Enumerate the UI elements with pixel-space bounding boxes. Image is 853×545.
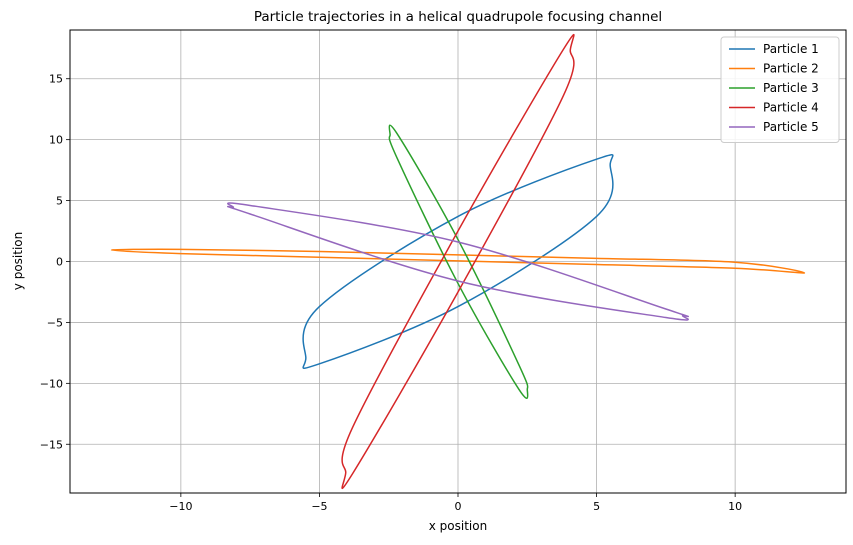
legend-label: Particle 1 xyxy=(763,42,819,56)
x-tick-label: −5 xyxy=(311,500,327,513)
x-tick-label: 10 xyxy=(728,500,742,513)
legend-label: Particle 3 xyxy=(763,81,819,95)
y-tick-label: −10 xyxy=(40,377,63,390)
series-line-particle-2 xyxy=(110,248,806,274)
ticks: −10 −5 0 5 10 −15 −10 −5 0 5 10 15 xyxy=(40,73,742,513)
y-tick-label: −15 xyxy=(40,438,63,451)
x-tick-label: 5 xyxy=(593,500,600,513)
series-line-particle-4 xyxy=(341,33,575,490)
series-line-particle-3 xyxy=(388,124,529,400)
x-axis-label: x position xyxy=(429,519,487,533)
legend-label: Particle 2 xyxy=(763,62,819,76)
legend: Particle 1 Particle 2 Particle 3 Particle 4… xyxy=(720,36,840,143)
legend-box xyxy=(720,36,840,143)
y-tick-label: 0 xyxy=(56,256,63,269)
legend-label: Particle 4 xyxy=(763,101,819,115)
y-tick-label: 15 xyxy=(49,73,63,86)
y-tick-label: 10 xyxy=(49,134,63,147)
y-tick-label: −5 xyxy=(47,316,63,329)
y-axis-label: y position xyxy=(11,232,25,290)
x-tick-label: −10 xyxy=(169,500,192,513)
series-layer xyxy=(110,33,806,490)
series-line-particle-5 xyxy=(227,202,689,321)
chart-title: Particle trajectories in a helical quadr… xyxy=(254,9,662,25)
y-tick-label: 5 xyxy=(56,195,63,208)
x-tick-label: 0 xyxy=(455,500,462,513)
series-line-particle-1 xyxy=(302,153,614,370)
legend-label: Particle 5 xyxy=(763,120,819,134)
